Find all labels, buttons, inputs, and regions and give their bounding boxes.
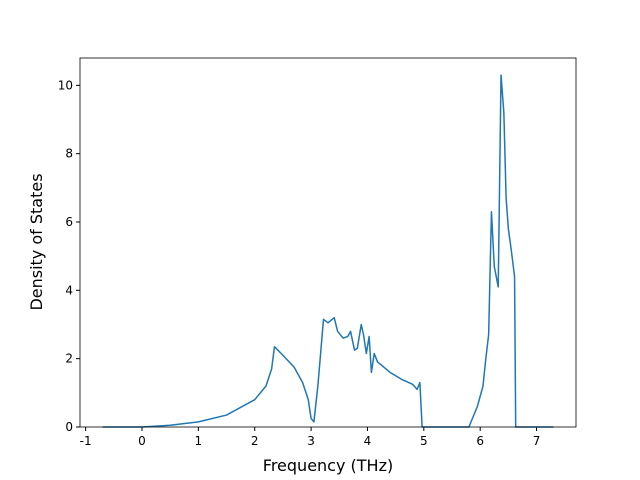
- x-tick-label: 2: [251, 434, 259, 448]
- x-tick-label: 4: [364, 434, 372, 448]
- y-tick-label: 0: [65, 420, 73, 434]
- x-tick-label: 0: [138, 434, 146, 448]
- y-tick-label: 6: [65, 215, 73, 229]
- x-tick-label: 1: [195, 434, 203, 448]
- x-axis-label: Frequency (THz): [263, 456, 393, 475]
- x-tick-label: 3: [307, 434, 315, 448]
- x-tick-label: 5: [420, 434, 428, 448]
- y-axis-label: Density of States: [27, 173, 46, 310]
- y-tick-label: 4: [65, 283, 73, 297]
- y-tick-label: 2: [65, 352, 73, 366]
- x-tick-label: -1: [80, 434, 92, 448]
- y-tick-label: 10: [58, 78, 73, 92]
- x-tick-label: 6: [476, 434, 484, 448]
- line: [102, 74, 554, 428]
- x-tick-label: 7: [533, 434, 541, 448]
- plot-frame: [79, 57, 577, 428]
- y-tick-label: 8: [65, 147, 73, 161]
